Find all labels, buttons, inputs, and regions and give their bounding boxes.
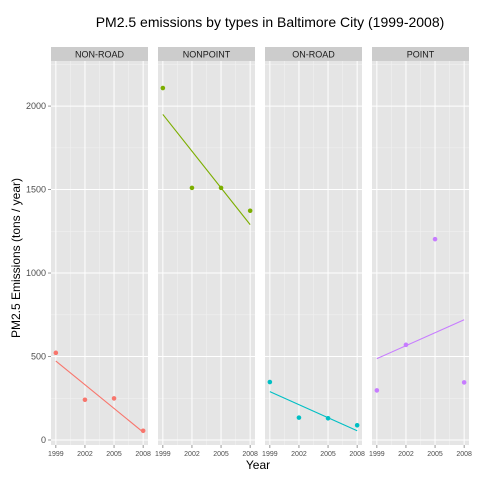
data-point-point bbox=[461, 380, 467, 385]
data-point-nonpoint bbox=[189, 185, 195, 191]
chart-title: PM2.5 emissions by types in Baltimore Ci… bbox=[96, 14, 445, 30]
facet-strip-label: NON-ROAD bbox=[75, 50, 124, 60]
data-point-point bbox=[403, 342, 409, 348]
data-point-non-road bbox=[140, 428, 146, 434]
y-tick-label: 1000 bbox=[26, 268, 46, 278]
data-point-non-road bbox=[53, 350, 59, 356]
x-tick-label: 2005 bbox=[213, 451, 229, 458]
data-point-point bbox=[432, 236, 438, 242]
trend-line-point bbox=[376, 319, 465, 360]
x-tick-label: 2008 bbox=[456, 451, 472, 458]
data-point-on-road bbox=[354, 422, 360, 428]
trend-line-non-road bbox=[55, 360, 144, 433]
data-point-on-road bbox=[296, 415, 302, 420]
x-tick-label: 1999 bbox=[262, 451, 278, 458]
facet-strip-non-road bbox=[51, 47, 148, 61]
data-point-non-road bbox=[82, 397, 88, 403]
data-point-on-road bbox=[267, 379, 273, 385]
data-point-point bbox=[374, 388, 380, 393]
x-tick-label: 1999 bbox=[369, 451, 385, 458]
x-tick-label: 2002 bbox=[77, 451, 93, 458]
y-tick-label: 1500 bbox=[26, 185, 46, 195]
facet-nonpoint: NONPOINT 1999 2002 2005 2008 bbox=[155, 47, 258, 458]
x-tick-label: 2008 bbox=[242, 451, 258, 458]
facet-strip-point bbox=[372, 47, 469, 61]
facet-non-road: NON-ROAD 1999 2002 2005 2008 bbox=[48, 47, 151, 458]
facet-strip-label: POINT bbox=[407, 50, 435, 60]
x-tick-label: 2002 bbox=[398, 451, 414, 458]
y-tick-label: 500 bbox=[31, 352, 46, 362]
y-tick-label: 2000 bbox=[26, 101, 46, 111]
data-point-nonpoint bbox=[247, 208, 253, 214]
x-tick-label: 2002 bbox=[291, 451, 307, 458]
facet-strip-on-road bbox=[265, 47, 362, 61]
x-axis-title: Year bbox=[246, 458, 270, 472]
data-point-nonpoint bbox=[218, 185, 224, 191]
data-point-nonpoint bbox=[160, 85, 166, 91]
x-tick-label: 2005 bbox=[106, 451, 122, 458]
data-point-on-road bbox=[325, 415, 331, 421]
facet-point: POINT 1999 2002 2005 2008 bbox=[369, 47, 472, 458]
y-axis-title: PM2.5 Emissions (tons / year) bbox=[9, 178, 23, 338]
facet-strip-label: ON-ROAD bbox=[292, 50, 335, 60]
facet-strip-nonpoint bbox=[158, 47, 255, 61]
x-tick-label: 2008 bbox=[349, 451, 365, 458]
x-tick-label: 2005 bbox=[427, 451, 443, 458]
facet-on-road: ON-ROAD 1999 2002 2005 2008 bbox=[262, 47, 365, 458]
facet-strip-label: NONPOINT bbox=[183, 50, 231, 60]
y-axis-ticks: 0 500 1000 1500 2000 bbox=[26, 101, 51, 445]
x-tick-label: 1999 bbox=[48, 451, 64, 458]
y-tick-label: 0 bbox=[41, 435, 46, 445]
facet-panels: NON-ROAD 1999 2002 2005 2008 NONPOINT 1999 2002… bbox=[48, 47, 472, 458]
x-tick-label: 2005 bbox=[320, 451, 336, 458]
x-tick-label: 2002 bbox=[184, 451, 200, 458]
trend-line-on-road bbox=[269, 391, 358, 432]
data-point-non-road bbox=[111, 396, 117, 401]
x-tick-label: 2008 bbox=[135, 451, 151, 458]
trend-line-nonpoint bbox=[162, 114, 251, 225]
x-tick-label: 1999 bbox=[155, 451, 171, 458]
